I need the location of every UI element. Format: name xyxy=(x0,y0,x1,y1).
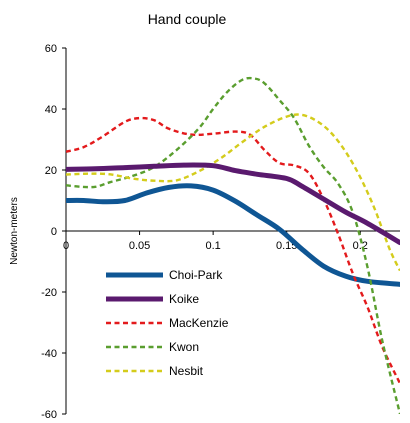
y-tick-label: -40 xyxy=(41,348,57,360)
series-line-kwon xyxy=(66,76,400,414)
x-tick-label: 0 xyxy=(63,240,69,252)
legend-label-mackenzie: MacKenzie xyxy=(169,316,229,330)
chart-title: Hand couple xyxy=(148,11,227,27)
series-lines xyxy=(66,76,400,414)
legend-label-nesbit: Nesbit xyxy=(169,364,204,378)
x-tick-label: 0.1 xyxy=(205,240,220,252)
y-tick-label: 0 xyxy=(51,226,57,238)
legend-label-koike: Koike xyxy=(169,292,199,306)
series-line-koike xyxy=(66,162,400,246)
series-line-nesbit xyxy=(66,113,400,272)
y-tick-label: 40 xyxy=(45,104,57,116)
series-line-mackenzie xyxy=(66,116,400,385)
y-tick-label: -20 xyxy=(41,287,57,299)
legend-label-kwon: Kwon xyxy=(169,340,199,354)
y-axis-label: Newton-meters xyxy=(9,197,20,265)
legend: Choi-Park Koike MacKenzie Kwon Nesbit xyxy=(106,268,229,378)
y-tick-label: -60 xyxy=(41,409,57,421)
series-line-choi-park xyxy=(66,183,400,287)
y-tick-label: 60 xyxy=(45,43,57,55)
legend-label-choi-park: Choi-Park xyxy=(169,268,223,282)
y-tick-label: 20 xyxy=(45,165,57,177)
x-tick-label: 0.05 xyxy=(129,240,150,252)
